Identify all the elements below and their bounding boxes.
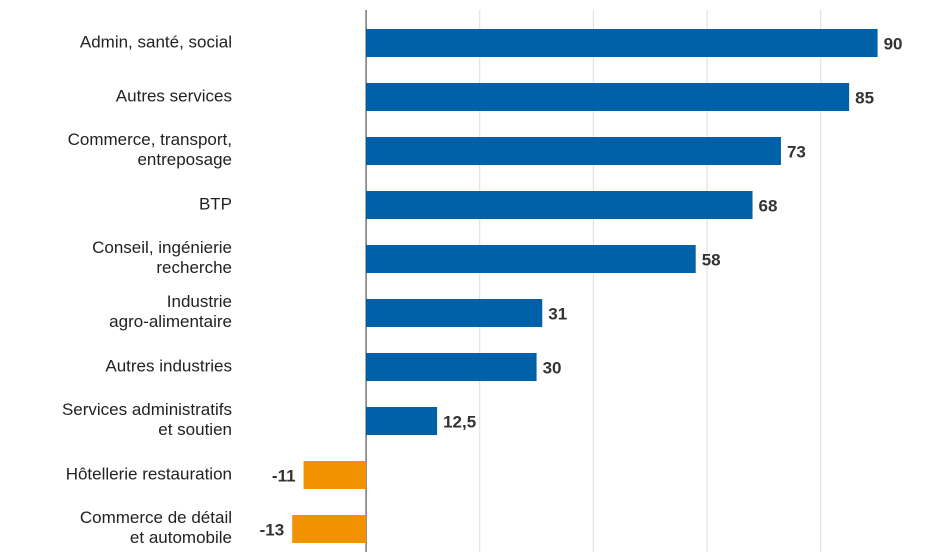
value-label: 30 [543, 358, 562, 377]
bar [366, 29, 878, 57]
y-tick-label: Commerce, transport, entreposage [68, 130, 232, 169]
value-label: -11 [272, 466, 296, 485]
y-tick-label: Hôtellerie restauration [66, 464, 232, 483]
y-tick-label: Industrie agro-alimentaire [109, 292, 232, 331]
value-label: 12,5 [443, 412, 476, 431]
value-label: 73 [787, 142, 806, 161]
value-label: 58 [702, 250, 721, 269]
value-label: 85 [855, 88, 874, 107]
bar [366, 83, 850, 111]
y-tick-label: Autres services [116, 86, 232, 105]
value-label: -13 [260, 520, 285, 539]
bar [366, 353, 537, 381]
bar [366, 245, 696, 273]
y-tick-label: Conseil, ingénierie recherche [92, 238, 232, 277]
bar [366, 299, 543, 327]
bar [366, 191, 753, 219]
y-tick-label: Services administratifs et soutien [62, 400, 232, 439]
bar [366, 407, 438, 435]
value-label: 31 [548, 304, 567, 323]
y-tick-label: Autres industries [105, 356, 232, 375]
y-tick-label: Admin, santé, social [80, 32, 232, 51]
value-label: 90 [884, 34, 903, 53]
bar [366, 137, 781, 165]
value-label: 68 [759, 196, 778, 215]
bar [292, 515, 367, 543]
y-tick-label: Commerce de détail et automobile [80, 508, 232, 547]
bar [303, 461, 367, 489]
y-tick-label: BTP [199, 194, 232, 213]
